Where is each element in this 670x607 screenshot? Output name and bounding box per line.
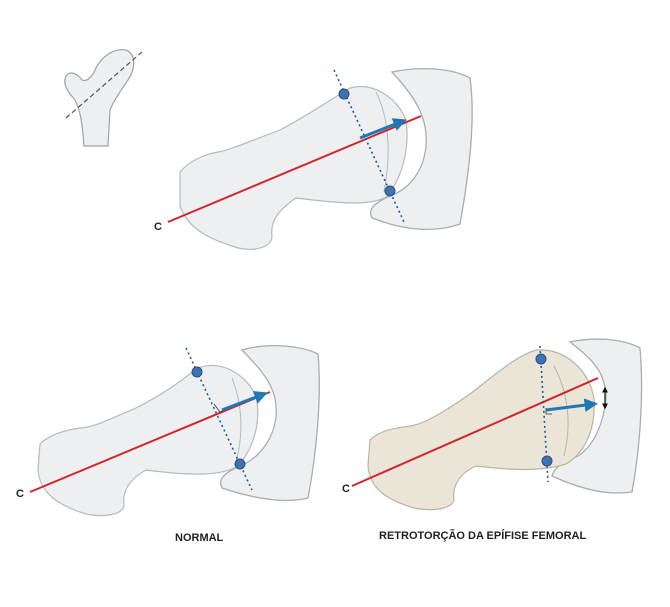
femoral-axis-line	[29, 391, 271, 493]
acetabulum-shape	[369, 67, 473, 231]
panel-retrotorsion: C	[342, 338, 643, 511]
physis-line	[375, 91, 389, 193]
inset-femur-outline	[64, 49, 135, 147]
femur-inset-icon	[64, 49, 143, 147]
landmark-dot-lower	[541, 455, 553, 467]
epiphysis-direction-arrow	[545, 398, 599, 412]
physis-line	[231, 377, 242, 463]
epiphysis-direction-arrow	[221, 391, 268, 412]
landmark-dot-upper	[191, 366, 203, 378]
femoral-axis-line	[351, 377, 599, 487]
acetabulum-shape	[219, 345, 320, 502]
axis-label-normal: C	[16, 488, 24, 500]
axis-label-top: C	[154, 221, 162, 233]
axis-label-retro: C	[342, 483, 350, 495]
landmark-dot-upper	[535, 353, 547, 365]
landmark-dot-upper	[338, 88, 350, 100]
landmark-dot-lower	[384, 185, 396, 197]
caption-normal: NORMAL	[175, 532, 224, 544]
caption-retrotorsion: RETROTORÇÃO DA EPÍFISE FEMORAL	[379, 530, 587, 542]
femur-shaft-outline	[37, 364, 259, 517]
femur-shaft-outline	[179, 86, 408, 250]
inset-cut-line	[65, 51, 143, 119]
landmark-dot-lower	[234, 458, 246, 470]
panel-top: C	[154, 67, 473, 250]
femoral-axis-line	[167, 115, 422, 223]
epiphysis-direction-arrow	[359, 118, 407, 140]
panel-normal: C	[16, 345, 320, 517]
